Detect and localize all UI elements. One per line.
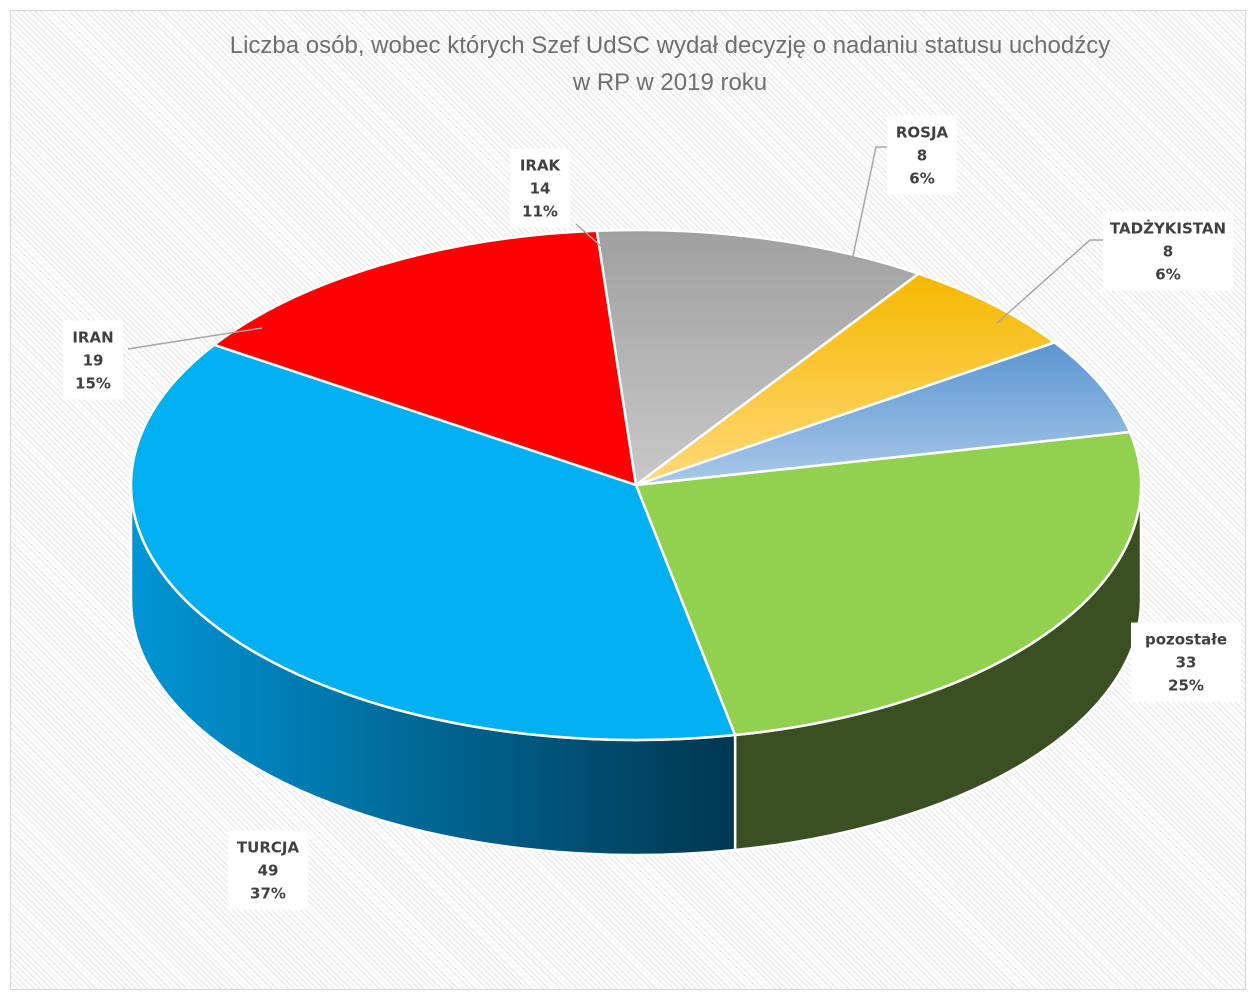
data-label-turcja-name: TURCJA [237,839,300,857]
data-label-turcja-percent: 37% [250,885,286,903]
data-label-tadzykistan-percent: 6% [1155,266,1180,284]
leader-line-irak [575,223,604,249]
chart-title-line-1: Liczba osób, wobec których Szef UdSC wyd… [230,32,1110,59]
pie-labels: pozostałe 33 25% TURCJA 49 37% IRAN 19 15% IRAK 14… [63,115,1241,910]
data-label-iran-name: IRAN [72,329,113,347]
pie-slice-turcja [129,343,737,742]
pie-slice-pozostale [634,430,1143,737]
data-label-turcja-value: 49 [258,862,279,880]
data-label-box-rosja [887,115,957,195]
leader-line-rosja [849,146,890,271]
data-label-rosja-name: ROSJA [896,124,949,142]
pie-slice-iran [212,229,638,487]
leader-line-iran [127,327,263,350]
data-label-rosja-value: 8 [917,147,927,165]
data-label-iran-percent: 15% [75,375,111,393]
pie-slice-tadzykistan [634,341,1132,487]
data-label-box-pozostale [1131,622,1241,702]
data-label-irak-percent: 11% [522,203,558,221]
data-label-pozostale-percent: 25% [1168,677,1204,695]
data-label-tadzykistan-value: 8 [1163,243,1173,261]
pie-slice-irak [595,228,920,487]
data-label-rosja-percent: 6% [909,170,934,188]
data-label-box-irak [510,148,570,228]
data-label-tadzykistan-name: TADŻYKISTAN [1110,219,1226,238]
data-label-box-turcja [228,830,308,910]
data-label-irak-value: 14 [530,180,551,198]
data-label-irak-name: IRAK [520,157,562,175]
data-label-box-tadzykistan [1103,211,1233,291]
data-label-box-iran [63,320,123,400]
data-label-pozostale-name: pozostałe [1145,631,1227,649]
chart-title-line-2: w RP w 2019 roku [572,69,767,96]
leader-line-tadzykistan [996,239,1105,324]
data-label-iran-value: 19 [83,352,104,370]
pie-slice-rosja [634,272,1056,487]
data-label-pozostale-value: 33 [1176,654,1197,672]
pie-tops [129,228,1143,742]
